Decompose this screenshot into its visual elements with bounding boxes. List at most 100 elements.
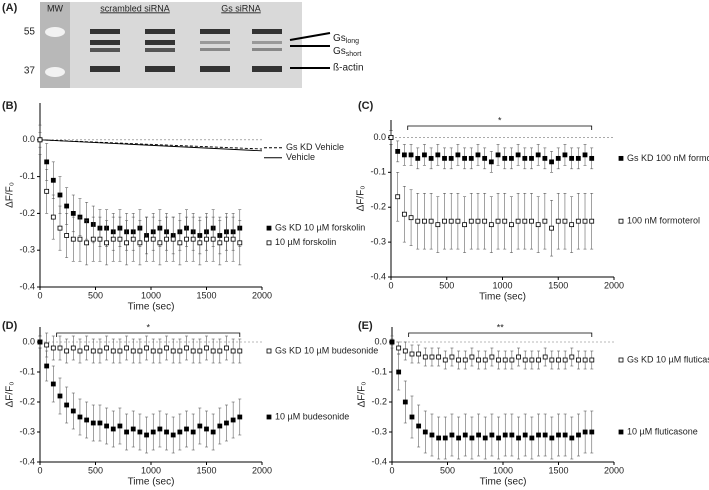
marker <box>516 435 521 441</box>
band <box>90 48 120 52</box>
x-tick-label: 1000 <box>492 280 512 290</box>
marker <box>502 432 508 438</box>
marker <box>509 357 515 363</box>
marker <box>476 432 481 438</box>
legend-label: Gs KD 10 µM fluticasone <box>627 354 709 364</box>
band <box>252 66 282 72</box>
band-label: Gsshort <box>333 46 361 58</box>
y-tick-label: -0.3 <box>19 245 35 255</box>
marker <box>104 423 109 429</box>
marker <box>104 240 109 246</box>
marker <box>137 348 143 354</box>
x-tick-label: 1000 <box>493 465 513 475</box>
marker <box>549 225 554 231</box>
marker <box>388 135 394 140</box>
y-axis-label: ΔF/F₀ <box>356 186 367 212</box>
band-sub: long <box>346 38 359 45</box>
marker <box>515 218 521 224</box>
legend-label: Gs KD Vehicle <box>286 142 344 152</box>
marker <box>170 348 176 354</box>
arrow <box>289 32 331 41</box>
x-tick-label: 1500 <box>196 290 216 300</box>
mw-mark: 55 <box>24 27 36 38</box>
legend-marker <box>618 218 624 224</box>
marker <box>164 429 169 435</box>
marker <box>416 351 422 357</box>
marker <box>535 152 541 158</box>
marker <box>104 345 109 351</box>
band <box>145 29 175 34</box>
marker <box>482 155 488 161</box>
band-sub: short <box>346 51 362 58</box>
marker <box>435 152 441 158</box>
marker <box>97 348 103 354</box>
marker <box>555 218 561 224</box>
marker <box>130 348 136 354</box>
marker <box>190 348 196 354</box>
marker <box>70 408 76 414</box>
y-tick-label: 0.0 <box>22 336 35 346</box>
marker <box>177 348 183 354</box>
marker <box>436 354 442 360</box>
marker <box>150 429 156 435</box>
marker <box>77 414 83 420</box>
x-tick-label: 2000 <box>252 465 272 475</box>
marker <box>442 357 448 363</box>
marker <box>469 435 475 441</box>
marker <box>549 159 554 165</box>
y-tick-label: -0.3 <box>370 236 386 246</box>
mw-label: MW <box>47 3 63 13</box>
marker <box>488 222 494 228</box>
y-axis-label: ΔF/F₀ <box>357 382 368 408</box>
marker <box>489 354 495 360</box>
marker <box>409 414 415 420</box>
group-label: scrambled siRNA <box>100 3 170 13</box>
marker <box>556 357 561 363</box>
marker <box>50 345 56 351</box>
panel-label: (D) <box>2 320 18 332</box>
y-tick-label: -0.4 <box>370 271 386 281</box>
marker <box>164 236 169 242</box>
marker <box>97 236 103 242</box>
y-tick-label: -0.4 <box>371 456 387 466</box>
marker <box>509 155 514 161</box>
marker <box>409 351 415 357</box>
marker <box>436 435 442 441</box>
y-tick-label: -0.4 <box>19 281 35 291</box>
marker <box>576 357 581 363</box>
marker <box>482 218 488 224</box>
y-tick-label: 0.0 <box>374 336 387 346</box>
band-main: Gs <box>333 46 346 57</box>
marker <box>562 218 568 224</box>
marker <box>144 236 149 242</box>
marker <box>204 236 209 242</box>
marker <box>456 435 462 441</box>
x-tick-label: 2000 <box>604 280 624 290</box>
series: Gs KD 100 nM formoterol <box>388 130 709 173</box>
band-label: Gslong <box>333 33 359 45</box>
significance-label: * <box>146 322 150 332</box>
legend-label: Gs KD 10 µM budesonide <box>275 345 378 355</box>
marker <box>502 155 508 161</box>
legend-marker <box>618 357 624 363</box>
marker <box>157 240 163 246</box>
marker <box>462 432 468 438</box>
marker <box>482 435 488 441</box>
legend-label: 10 µM budesonide <box>275 411 349 421</box>
marker <box>170 236 176 242</box>
marker <box>237 240 243 246</box>
marker <box>575 218 581 224</box>
marker <box>204 426 209 432</box>
mw-mark: 37 <box>24 66 36 77</box>
legend-label: Vehicle <box>286 152 315 162</box>
marker <box>224 420 229 426</box>
marker <box>197 348 203 354</box>
marker <box>549 357 555 363</box>
significance-label: * <box>498 115 502 125</box>
marker <box>110 348 116 354</box>
marker <box>529 357 535 363</box>
marker <box>449 432 455 438</box>
band <box>90 66 120 72</box>
significance-bracket <box>408 332 593 337</box>
band <box>145 66 175 72</box>
